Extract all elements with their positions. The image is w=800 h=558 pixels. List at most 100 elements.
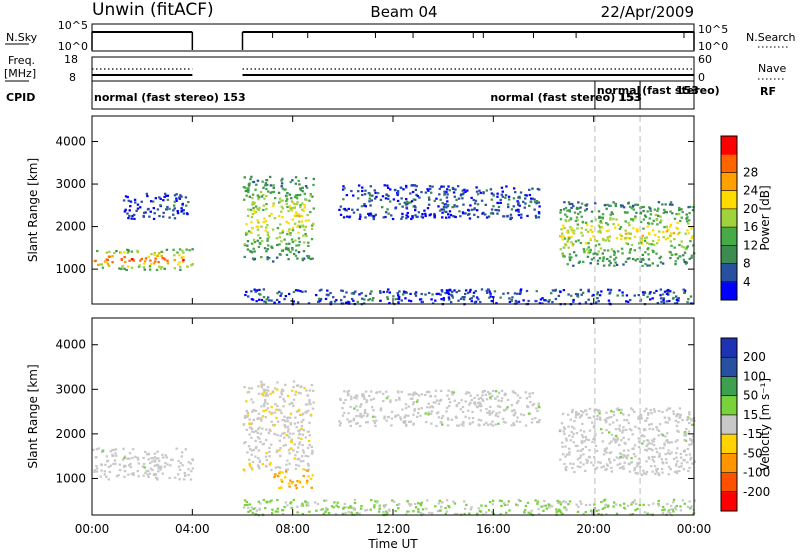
- echo-cell: [265, 202, 268, 206]
- echo-cell: [166, 198, 170, 201]
- echo-cell: [647, 247, 650, 250]
- echo-cell: [313, 501, 317, 504]
- echo-cell: [506, 406, 509, 409]
- echo-cell: [357, 190, 360, 193]
- echo-cell: [439, 509, 442, 512]
- echo-cell: [484, 203, 487, 206]
- echo-cell: [614, 203, 618, 206]
- beam-title: Beam 04: [370, 3, 437, 21]
- echo-cell: [180, 455, 183, 458]
- echo-cell: [306, 469, 309, 473]
- echo-cell: [628, 224, 631, 227]
- echo-cell: [396, 503, 399, 507]
- echo-cell: [672, 410, 675, 413]
- echo-cell: [407, 414, 410, 417]
- echo-cell: [306, 446, 310, 450]
- echo-cell: [249, 178, 252, 181]
- echo-cell: [622, 436, 625, 439]
- echo-cell: [307, 504, 310, 507]
- echo-cell: [469, 204, 472, 207]
- echo-cell: [534, 214, 538, 218]
- echo-cell: [600, 290, 603, 293]
- echo-cell: [562, 426, 566, 429]
- echo-cell: [669, 467, 672, 471]
- echo-cell: [570, 228, 573, 231]
- echo-cell: [485, 421, 488, 425]
- echo-cell: [564, 467, 567, 470]
- echo-cell: [273, 301, 276, 304]
- echo-cell: [397, 396, 401, 400]
- echo-cell: [264, 506, 267, 510]
- echo-cell: [124, 260, 127, 264]
- echo-cell: [594, 444, 598, 448]
- echo-cell: [665, 211, 668, 214]
- echo-cell: [359, 405, 362, 408]
- echo-cell: [519, 191, 523, 194]
- colorbar-swatch: [721, 357, 737, 377]
- echo-cell: [585, 248, 589, 251]
- echo-cell: [689, 438, 692, 442]
- echo-cell: [275, 408, 278, 411]
- echo-cell: [386, 184, 389, 187]
- echo-cell: [573, 211, 577, 214]
- echo-cell: [312, 207, 315, 210]
- echo-cell: [168, 207, 171, 210]
- echo-cell: [602, 465, 606, 468]
- echo-cell: [491, 503, 494, 506]
- echo-cell: [464, 392, 468, 395]
- echo-cell: [263, 300, 266, 303]
- echo-cell: [276, 507, 279, 510]
- echo-cell: [97, 447, 100, 450]
- echo-cell: [260, 392, 264, 395]
- echo-cell: [424, 412, 427, 415]
- echo-cell: [675, 471, 679, 475]
- echo-cell: [256, 436, 260, 439]
- echo-cell: [665, 300, 669, 303]
- echo-cell: [616, 463, 619, 466]
- echo-cell: [288, 403, 291, 406]
- echo-cell: [612, 421, 615, 424]
- echo-cell: [514, 503, 518, 506]
- echo-cell: [352, 417, 356, 420]
- echo-cell: [275, 450, 279, 453]
- echo-cell: [284, 294, 288, 298]
- echo-cell: [614, 261, 617, 264]
- echo-cell: [516, 203, 520, 206]
- echo-cell: [350, 511, 353, 514]
- echo-cell: [413, 408, 417, 411]
- echo-cell: [598, 215, 601, 218]
- echo-cell: [622, 263, 625, 266]
- echo-cell: [302, 234, 305, 237]
- echo-cell: [439, 389, 443, 393]
- echo-cell: [679, 456, 683, 459]
- echo-cell: [397, 298, 401, 301]
- echo-cell: [278, 290, 281, 293]
- echo-cell: [640, 205, 643, 209]
- echo-cell: [609, 451, 613, 454]
- echo-cell: [242, 468, 245, 471]
- echo-cell: [596, 253, 599, 256]
- echo-cell: [635, 502, 638, 505]
- echo-cell: [369, 508, 372, 511]
- echo-cell: [288, 416, 292, 419]
- echo-cell: [628, 251, 631, 254]
- echo-cell: [572, 462, 575, 466]
- echo-cell: [181, 202, 184, 206]
- echo-cell: [659, 297, 663, 300]
- echo-cell: [626, 257, 630, 260]
- echo-cell: [356, 409, 359, 412]
- echo-cell: [441, 201, 444, 205]
- echo-cell: [605, 463, 609, 466]
- echo-cell: [440, 421, 443, 424]
- echo-cell: [280, 411, 283, 415]
- echo-cell: [251, 203, 254, 206]
- echo-cell: [163, 192, 167, 195]
- echo-cell: [300, 220, 304, 223]
- echo-cell: [609, 261, 612, 265]
- echo-cell: [447, 418, 450, 421]
- echo-cell: [184, 196, 188, 199]
- echo-cell: [584, 209, 587, 212]
- echo-cell: [143, 268, 147, 271]
- echo-cell: [164, 462, 167, 465]
